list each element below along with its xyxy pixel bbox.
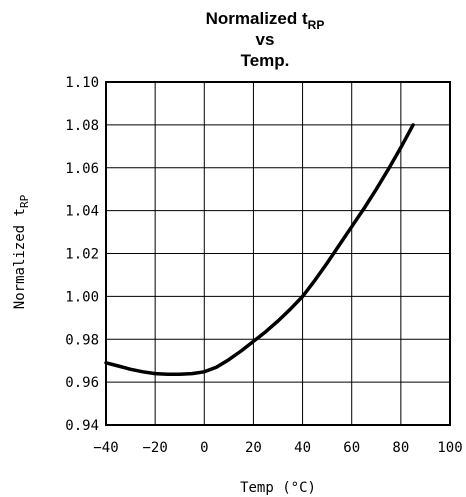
x-axis-label: Temp (°C) (240, 480, 316, 496)
title-line1-main: Normalized t (206, 9, 308, 28)
x-tick-label: 0 (200, 440, 208, 456)
y-axis-label-main: Normalized t (12, 208, 28, 309)
plot-frame (105, 81, 451, 426)
x-tick-labels: −40 −20 0 20 40 60 80 100 (93, 440, 462, 456)
svg-text:Normalized tRP: Normalized tRP (206, 9, 325, 32)
title-line2: vs (256, 30, 275, 49)
y-axis-label-sub: RP (18, 194, 31, 208)
x-tick-label: 80 (392, 440, 409, 456)
grid (106, 82, 450, 425)
svg-text:Normalized tRP: Normalized tRP (12, 194, 31, 309)
x-tick-label: 100 (437, 440, 462, 456)
y-axis-label: Normalized tRP (12, 194, 31, 309)
x-tick-label: 20 (245, 440, 262, 456)
series-group (104, 123, 415, 376)
y-tick-labels: 0.94 0.96 0.98 1.00 1.02 1.04 1.06 1.08 1.10 (65, 75, 99, 434)
title-line3: Temp. (241, 51, 290, 70)
y-tick-label: 1.08 (65, 118, 99, 134)
y-tick-label: 0.96 (65, 375, 99, 391)
title-line1-sub: RP (308, 18, 325, 32)
y-tick-label: 1.02 (65, 247, 99, 263)
x-tick-label: 60 (343, 440, 360, 456)
x-tick-label: −40 (93, 440, 118, 456)
y-tick-label: 0.94 (65, 418, 99, 434)
x-tick-label: −20 (142, 440, 167, 456)
y-tick-label: 0.98 (65, 332, 99, 348)
y-tick-label: 1.00 (65, 289, 99, 305)
y-tick-label: 1.10 (65, 75, 99, 91)
series-line (104, 123, 415, 376)
x-tick-label: 40 (294, 440, 311, 456)
chart-title: Normalized tRP vs Temp. (206, 9, 325, 70)
y-tick-label: 1.06 (65, 161, 99, 177)
y-tick-label: 1.04 (65, 204, 99, 220)
